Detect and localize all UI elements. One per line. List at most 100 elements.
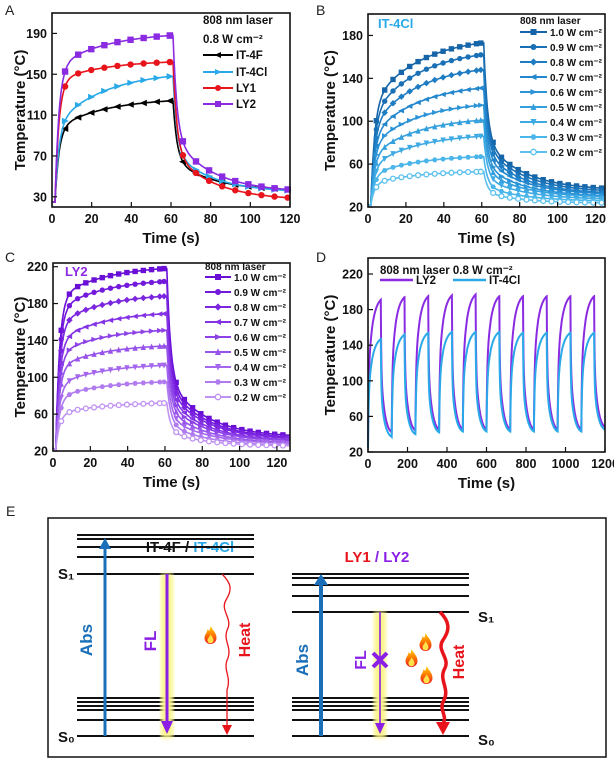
data-point-marker xyxy=(107,285,114,291)
data-point-marker xyxy=(258,191,265,199)
data-point-marker xyxy=(91,350,97,357)
data-point-marker xyxy=(214,439,221,446)
data-point-marker xyxy=(473,154,480,160)
data-point-marker xyxy=(498,182,505,189)
data-point-marker xyxy=(232,177,239,185)
data-point-marker xyxy=(448,136,455,143)
legend-label: LY2 xyxy=(416,275,436,287)
x-tick-label: 100 xyxy=(547,212,568,226)
data-point-marker xyxy=(531,197,538,204)
series-0.8-w-cm- xyxy=(53,292,291,450)
data-point-marker xyxy=(83,352,89,359)
data-point-marker xyxy=(172,397,179,403)
data-point-marker xyxy=(58,405,64,411)
data-point-marker xyxy=(140,312,147,319)
series-line xyxy=(367,330,606,448)
series-ly1 xyxy=(52,58,291,203)
data-point-marker xyxy=(507,165,513,171)
data-point-marker xyxy=(140,380,147,386)
legend-label: 0.8 W cm⁻² xyxy=(550,58,603,69)
data-point-marker xyxy=(181,404,188,411)
data-point-marker xyxy=(564,188,571,194)
data-point-marker xyxy=(515,195,522,202)
data-point-marker xyxy=(390,164,396,170)
data-point-marker xyxy=(490,176,496,183)
data-point-marker xyxy=(432,63,438,69)
y-tick-label: 180 xyxy=(342,303,363,317)
data-point-marker xyxy=(478,116,484,123)
data-point-marker xyxy=(456,88,463,94)
x-tick-label: 20 xyxy=(85,212,99,226)
chart-panel-a: A 0 20 40 60 80 100 120 30 70 110 150 190 Time (s) Tem… xyxy=(5,2,300,247)
data-point-marker xyxy=(192,158,200,165)
data-point-marker xyxy=(189,411,196,418)
legend-annotation: 0.8 W cm⁻² xyxy=(203,34,263,46)
data-point-marker xyxy=(132,401,139,408)
data-point-marker xyxy=(423,96,430,102)
data-point-marker xyxy=(99,334,106,341)
data-point-marker xyxy=(531,179,539,187)
data-point-marker xyxy=(245,181,252,188)
y-tick-label: 220 xyxy=(27,260,48,274)
data-point-marker xyxy=(160,292,168,300)
data-point-marker xyxy=(457,104,464,111)
data-point-marker xyxy=(153,59,160,66)
data-point-marker xyxy=(115,382,122,388)
legend-label: 0.3 W cm⁻² xyxy=(234,378,287,389)
data-point-marker xyxy=(90,404,98,411)
y-tick-label: 190 xyxy=(26,27,47,41)
legend-label: IT-4F xyxy=(236,50,263,62)
data-point-marker xyxy=(58,394,64,401)
left-heat-wave xyxy=(221,573,231,726)
data-point-marker xyxy=(448,155,455,161)
data-point-marker xyxy=(215,379,221,385)
data-point-marker xyxy=(258,183,265,190)
data-point-marker xyxy=(477,168,484,175)
data-point-marker xyxy=(115,402,122,409)
data-point-marker xyxy=(431,93,438,100)
data-point-marker xyxy=(181,414,188,420)
flame-icon xyxy=(405,649,418,667)
data-point-marker xyxy=(432,157,438,163)
data-point-marker xyxy=(490,189,497,197)
data-point-marker xyxy=(498,168,505,174)
data-point-marker xyxy=(74,327,81,333)
legend-label: 0.8 W cm⁻² xyxy=(234,303,287,314)
data-point-marker xyxy=(407,130,413,137)
y-tick-label: 20 xyxy=(34,445,48,459)
x-tick-label: 120 xyxy=(585,212,606,226)
data-point-marker xyxy=(127,61,134,68)
data-point-marker xyxy=(284,186,291,193)
data-point-marker xyxy=(529,58,538,66)
data-point-marker xyxy=(573,189,580,195)
data-point-marker xyxy=(161,327,168,334)
right-fl-arrowhead-icon xyxy=(375,723,385,734)
data-point-marker xyxy=(530,103,537,110)
data-point-marker xyxy=(124,345,130,352)
data-point-marker xyxy=(398,174,405,181)
x-tick-label: 120 xyxy=(280,212,301,226)
y-tick-label: 140 xyxy=(27,334,48,348)
blocked-x-icon xyxy=(371,651,389,669)
data-point-marker xyxy=(515,166,521,173)
data-point-marker xyxy=(448,106,455,112)
data-point-marker xyxy=(423,158,430,164)
data-point-marker xyxy=(414,99,421,106)
data-point-marker xyxy=(478,154,484,159)
data-point-marker xyxy=(506,169,514,176)
data-point-marker xyxy=(74,310,81,317)
data-point-marker xyxy=(82,324,89,330)
legend-annotation: 808 nm laser xyxy=(203,15,273,27)
data-point-marker xyxy=(83,292,89,298)
data-point-marker xyxy=(140,267,147,274)
legend-label: 0.4 W cm⁻² xyxy=(550,118,603,129)
data-point-marker xyxy=(498,163,505,170)
panel-label-a: A xyxy=(5,2,15,18)
data-point-marker xyxy=(230,440,237,447)
data-point-marker xyxy=(99,368,105,375)
data-point-marker xyxy=(205,167,213,174)
legend-label: 0.2 W cm⁻² xyxy=(550,148,603,159)
data-point-marker xyxy=(245,189,252,197)
data-point-marker xyxy=(215,69,222,75)
data-point-marker xyxy=(373,151,380,158)
